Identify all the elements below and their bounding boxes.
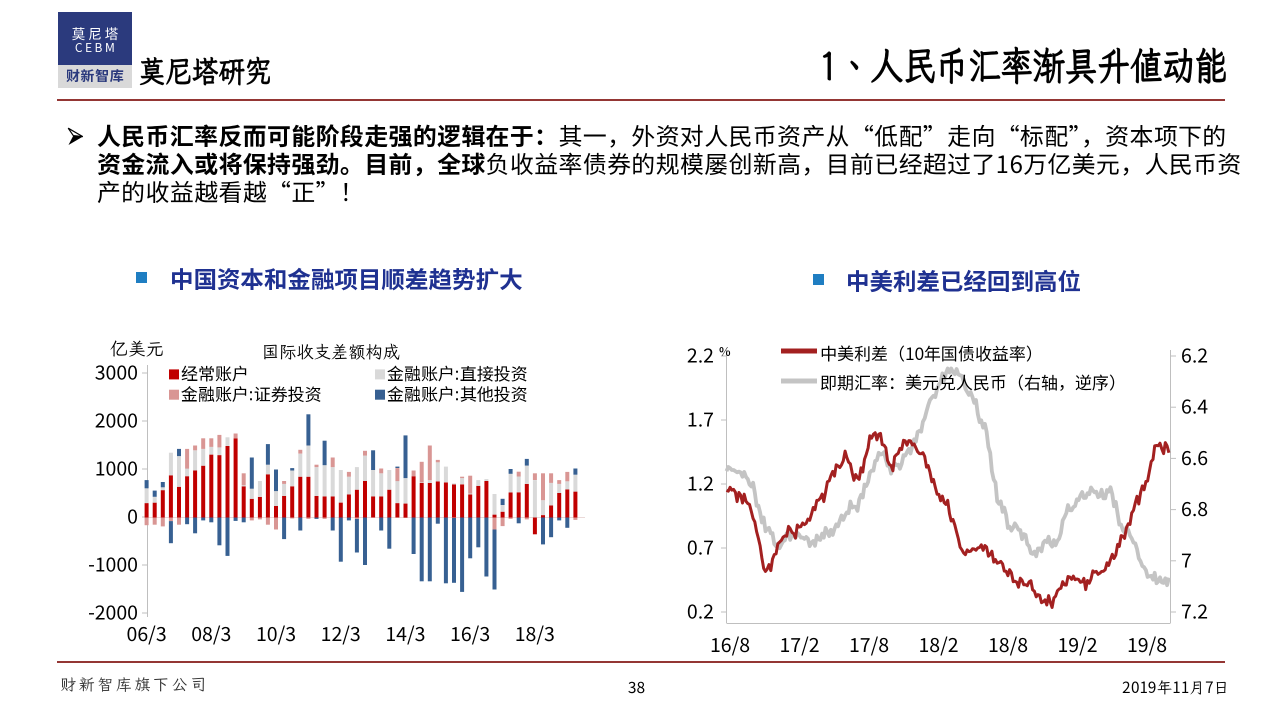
svg-text:%: % <box>719 341 731 360</box>
svg-text:7: 7 <box>1181 544 1192 573</box>
svg-text:2.2: 2.2 <box>687 340 714 369</box>
svg-text:6.2: 6.2 <box>1181 340 1208 369</box>
svg-text:16/3: 16/3 <box>450 618 490 647</box>
svg-text:0: 0 <box>127 501 138 530</box>
svg-text:1000: 1000 <box>95 453 138 482</box>
svg-text:19/8: 19/8 <box>1127 629 1167 658</box>
svg-text:1.2: 1.2 <box>687 468 714 497</box>
svg-text:即期汇率：美元兑人民币（右轴，逆序）: 即期汇率：美元兑人民币（右轴，逆序） <box>820 369 1126 394</box>
svg-text:金融账户:直接投资: 金融账户:直接投资 <box>387 360 528 385</box>
svg-text:亿美元: 亿美元 <box>110 337 164 361</box>
svg-text:中美利差（10年国债收益率）: 中美利差（10年国债收益率） <box>820 340 1043 365</box>
svg-text:17/8: 17/8 <box>849 629 889 658</box>
svg-text:1.7: 1.7 <box>687 404 714 433</box>
svg-text:3000: 3000 <box>95 357 138 386</box>
svg-text:17/2: 17/2 <box>779 629 819 658</box>
svg-text:-1000: -1000 <box>88 549 138 578</box>
svg-text:6.4: 6.4 <box>1181 391 1208 420</box>
svg-text:16/8: 16/8 <box>710 629 750 658</box>
svg-text:18/3: 18/3 <box>515 618 555 647</box>
svg-text:2000: 2000 <box>95 405 138 434</box>
svg-text:14/3: 14/3 <box>385 618 425 647</box>
svg-text:金融账户:证券投资: 金融账户:证券投资 <box>181 381 322 406</box>
svg-text:10/3: 10/3 <box>256 618 296 647</box>
svg-text:06/3: 06/3 <box>127 618 167 647</box>
svg-text:7.2: 7.2 <box>1181 596 1208 625</box>
svg-text:金融账户:其他投资: 金融账户:其他投资 <box>387 381 528 406</box>
svg-text:0.2: 0.2 <box>687 596 714 625</box>
svg-text:-2000: -2000 <box>88 597 138 626</box>
svg-text:6.6: 6.6 <box>1181 442 1208 471</box>
svg-text:18/8: 18/8 <box>988 629 1028 658</box>
svg-text:0.7: 0.7 <box>687 532 714 561</box>
svg-text:6.8: 6.8 <box>1181 493 1208 522</box>
svg-text:国际收支差额构成: 国际收支差额构成 <box>262 340 400 363</box>
svg-text:经常账户: 经常账户 <box>181 360 249 385</box>
svg-text:08/3: 08/3 <box>191 618 231 647</box>
svg-text:19/2: 19/2 <box>1057 629 1097 658</box>
svg-text:12/3: 12/3 <box>321 618 361 647</box>
svg-text:18/2: 18/2 <box>918 629 958 658</box>
